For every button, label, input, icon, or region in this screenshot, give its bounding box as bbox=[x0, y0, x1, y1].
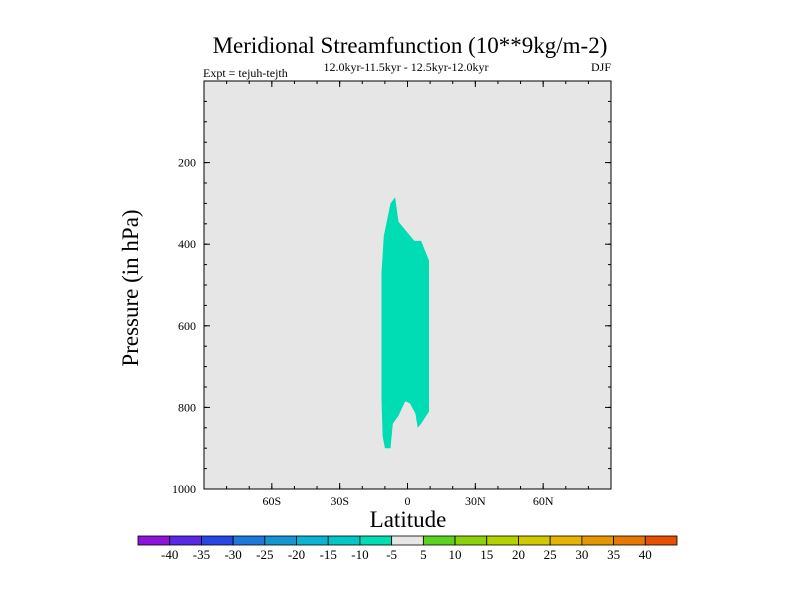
colorbar-label: 40 bbox=[639, 547, 652, 562]
y-tick-label: 600 bbox=[178, 319, 196, 333]
colorbar-swatch bbox=[201, 535, 234, 546]
colorbar-swatch bbox=[169, 535, 202, 546]
colorbar-label: 15 bbox=[480, 547, 493, 562]
y-axis-label: Pressure (in hPa) bbox=[118, 209, 143, 366]
period-label: 12.0kyr-11.5kyr - 12.5kyr-12.0kyr bbox=[323, 60, 488, 74]
colorbar-swatch bbox=[296, 535, 329, 546]
colorbar-label: -20 bbox=[288, 547, 305, 562]
x-tick-label: 60S bbox=[262, 494, 281, 508]
colorbar-swatch bbox=[518, 535, 551, 546]
colorbar-label: 10 bbox=[449, 547, 462, 562]
x-axis: 60S 30S 0 30N 60N bbox=[262, 81, 554, 508]
colorbar-swatch bbox=[486, 535, 519, 546]
colorbar-swatch bbox=[327, 535, 361, 546]
x-tick-label: 0 bbox=[405, 494, 411, 508]
colorbar-swatch bbox=[454, 535, 488, 546]
colorbar-swatch bbox=[581, 535, 614, 546]
chart-title: Meridional Streamfunction (10**9kg/m-2) bbox=[213, 33, 608, 58]
colorbar-label: -15 bbox=[320, 547, 337, 562]
contour-regions bbox=[381, 197, 429, 449]
x-axis-label: Latitude bbox=[370, 507, 447, 532]
x-tick-label: 30S bbox=[330, 494, 349, 508]
season-label: DJF bbox=[591, 60, 611, 74]
colorbar-swatch bbox=[613, 535, 646, 546]
y-tick-label: 1000 bbox=[172, 482, 196, 496]
colorbar-label: -40 bbox=[161, 547, 178, 562]
colorbar-label: -5 bbox=[386, 547, 397, 562]
colorbar-label: -35 bbox=[193, 547, 210, 562]
colorbar-swatch bbox=[644, 535, 678, 546]
colorbar-swatch bbox=[137, 535, 171, 546]
x-tick-label: 60N bbox=[533, 494, 554, 508]
colorbar-swatch bbox=[232, 535, 266, 546]
colorbar-swatch bbox=[359, 535, 393, 546]
x-tick-label: 30N bbox=[465, 494, 486, 508]
colorbar-label: 30 bbox=[575, 547, 588, 562]
colorbar-label: -30 bbox=[224, 547, 241, 562]
colorbar-swatch bbox=[391, 535, 424, 546]
colorbar-label: -25 bbox=[256, 547, 273, 562]
y-tick-label: 400 bbox=[178, 237, 196, 251]
colorbar-label: 5 bbox=[420, 547, 427, 562]
colorbar-label: 20 bbox=[512, 547, 525, 562]
y-tick-label: 200 bbox=[178, 156, 196, 170]
colorbar: -40 -35 -30 -25 -20 -15 -10 -5 5 10 15 20 25 30 35 40 bbox=[137, 535, 678, 562]
colorbar-label: 25 bbox=[544, 547, 557, 562]
colorbar-swatch bbox=[264, 535, 297, 546]
experiment-label: Expt = tejuh-tejth bbox=[203, 66, 288, 80]
colorbar-label: -10 bbox=[351, 547, 368, 562]
colorbar-swatch bbox=[422, 535, 456, 546]
colorbar-label: 35 bbox=[607, 547, 620, 562]
y-axis: 200 400 600 800 1000 bbox=[172, 156, 611, 496]
colorbar-swatch bbox=[549, 535, 583, 546]
contour-region-0 bbox=[381, 197, 429, 449]
y-tick-label: 800 bbox=[178, 400, 196, 414]
